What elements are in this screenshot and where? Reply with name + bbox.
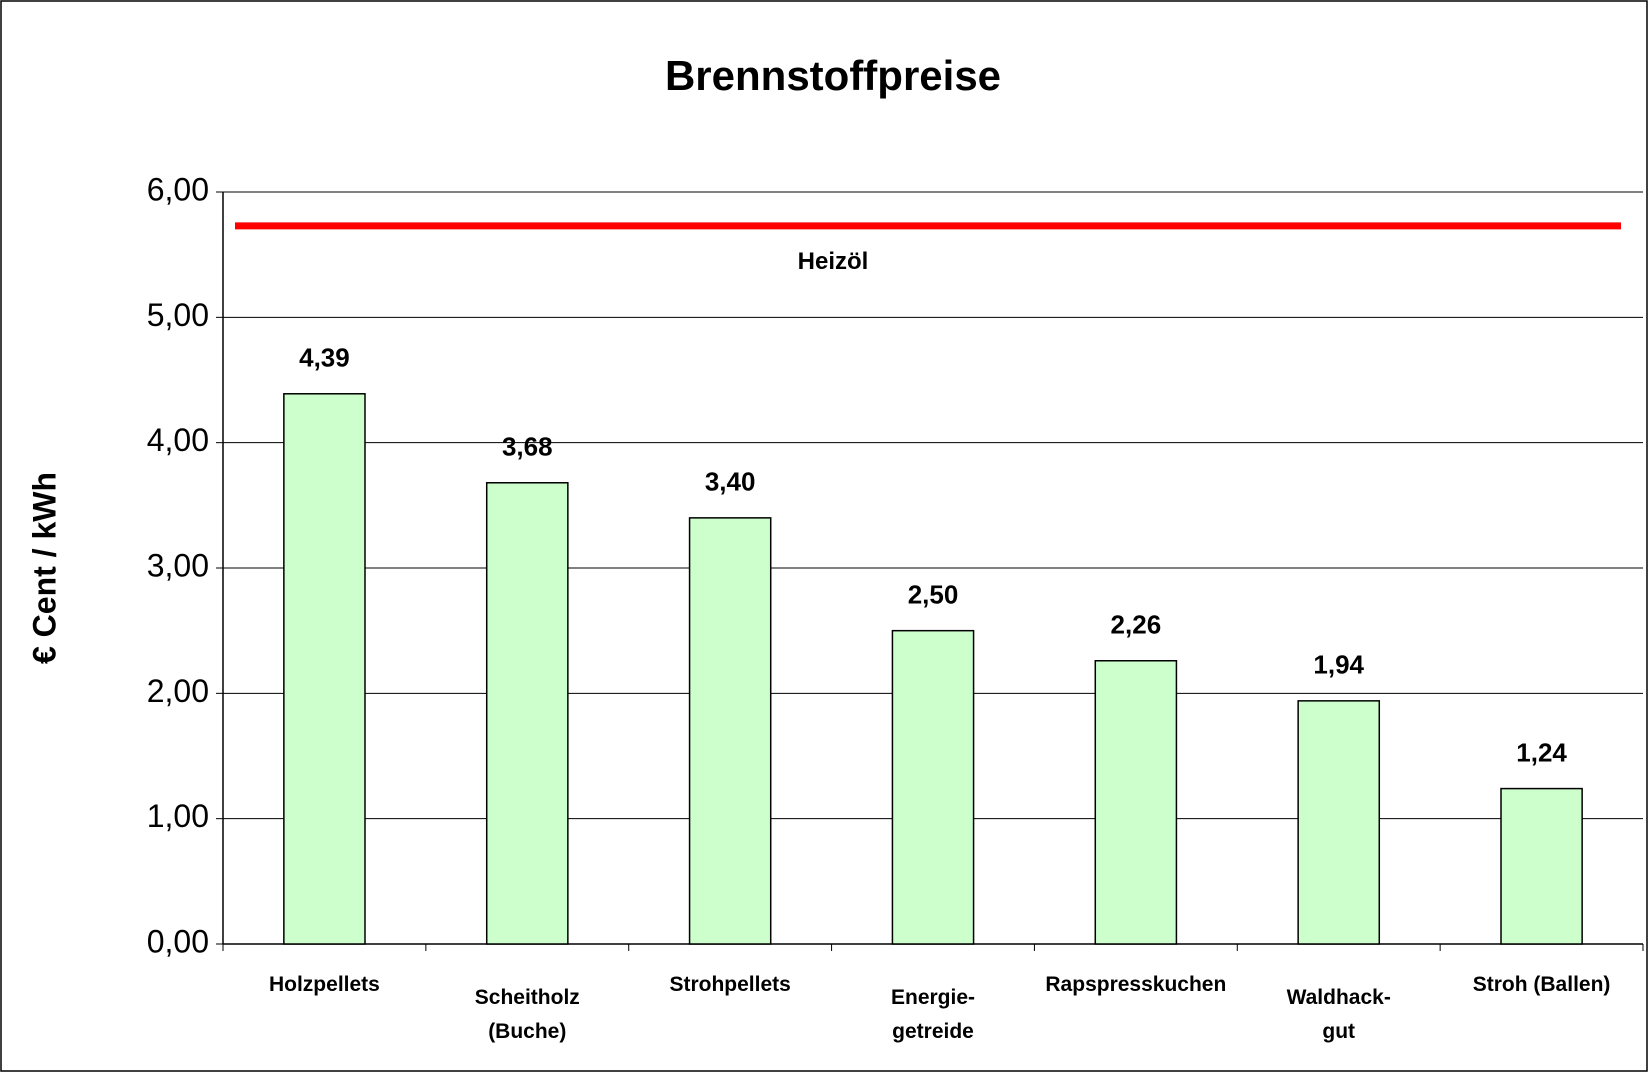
y-tick-label: 5,00 [147,297,209,333]
x-tick-label: Rapspresskuchen [1045,973,1226,996]
bar [891,629,975,945]
y-tick-label: 3,00 [147,547,209,583]
y-tick-label: 1,00 [147,798,209,834]
value-label: 1,24 [1516,737,1567,767]
y-axis-label: € Cent / kWh [26,472,62,664]
bar [1297,700,1381,945]
bar [688,517,772,945]
y-tick-label: 4,00 [147,422,209,458]
x-tick-label: Strohpellets [669,973,790,996]
y-tick-label: 0,00 [147,923,209,959]
x-tick-label: Waldhack-gut [1287,986,1391,1043]
value-label: 3,40 [705,467,756,497]
x-tick-label: Energie-getreide [891,986,975,1043]
x-tick-label: Holzpellets [269,973,380,996]
chart-title: Brennstoffpreise [665,52,1001,99]
value-label: 1,94 [1313,650,1364,680]
y-tick-label: 6,00 [147,171,209,207]
bar [1500,787,1583,945]
bar [485,482,569,945]
value-label: 2,50 [908,580,959,610]
x-tick-label: Stroh (Ballen) [1473,973,1611,996]
reference-label: Heizöl [798,248,869,275]
value-label: 3,68 [502,432,553,462]
bar [1094,659,1178,945]
bar [283,393,366,945]
x-tick-label: Scheitholz (Buche) [475,986,580,1043]
value-label: 2,26 [1111,610,1162,640]
value-label: 4,39 [299,343,350,373]
y-tick-label: 2,00 [147,673,209,709]
